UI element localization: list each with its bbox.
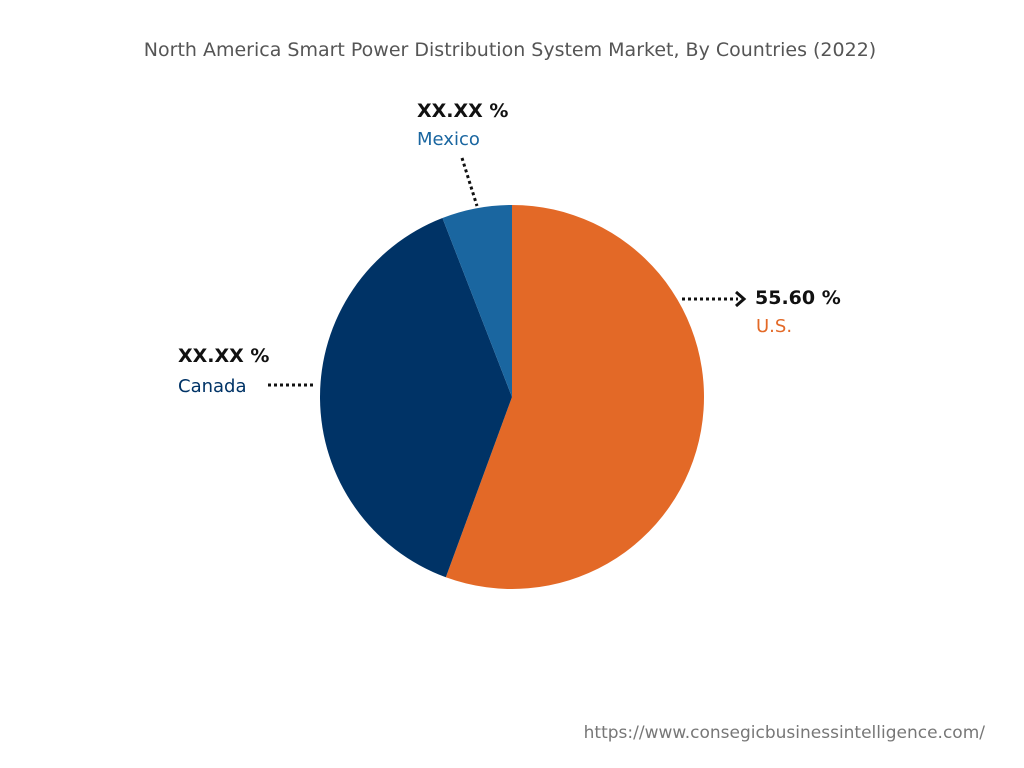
chart-title: North America Smart Power Distribution S… [144, 39, 876, 61]
pie-slice-canada [320, 218, 512, 578]
pie-slice-us [445, 204, 705, 590]
mexico-percent-label: XX.XX % [417, 100, 508, 122]
leader-line-mexico [460, 157, 479, 207]
source-url: https://www.consegicbusinessintelligence… [584, 723, 986, 743]
us-percent-label: 55.60 % [755, 287, 841, 309]
pie-slice-mexico [442, 205, 512, 397]
arrow-icon [735, 290, 747, 308]
us-name-label: U.S. [756, 316, 792, 337]
mexico-name-label: Mexico [417, 129, 480, 150]
canada-percent-label: XX.XX % [178, 345, 269, 367]
canada-name-label: Canada [178, 376, 247, 397]
